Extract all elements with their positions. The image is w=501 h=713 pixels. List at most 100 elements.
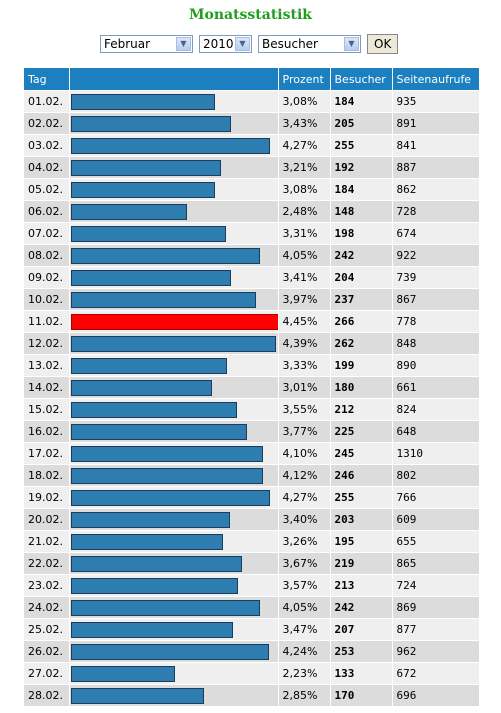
- cell-seitenaufrufe: 739: [392, 266, 480, 289]
- cell-seitenaufrufe: 1310: [392, 442, 480, 465]
- year-select[interactable]: 2010 ▼: [199, 35, 252, 53]
- table-row: 24.02. 4,05% 242 869: [24, 596, 480, 619]
- cell-prozent: 4,27%: [278, 486, 331, 509]
- cell-seitenaufrufe: 696: [392, 684, 480, 706]
- cell-prozent: 2,48%: [278, 200, 331, 223]
- cell-besucher: 207: [330, 618, 393, 641]
- cell-bar: [69, 530, 279, 553]
- visitor-bar: [70, 291, 256, 308]
- cell-bar: [69, 442, 279, 465]
- table-header: Tag Prozent Besucher Seitenaufrufe: [24, 68, 480, 91]
- table-row: 19.02. 4,27% 255 766: [24, 486, 480, 509]
- chevron-down-icon[interactable]: ▼: [235, 37, 250, 51]
- cell-tag: 23.02.: [24, 574, 70, 597]
- cell-tag: 08.02.: [24, 244, 70, 267]
- cell-prozent: 3,08%: [278, 178, 331, 201]
- cell-prozent: 3,55%: [278, 398, 331, 421]
- table-row: 11.02. 4,45% 266 778: [24, 310, 480, 333]
- cell-seitenaufrufe: 655: [392, 530, 480, 553]
- cell-tag: 11.02.: [24, 310, 70, 333]
- metric-select[interactable]: Besucher ▼: [258, 35, 361, 53]
- cell-bar: [69, 464, 279, 487]
- cell-besucher: 148: [330, 200, 393, 223]
- cell-seitenaufrufe: 922: [392, 244, 480, 267]
- cell-prozent: 3,47%: [278, 618, 331, 641]
- table-row: 16.02. 3,77% 225 648: [24, 420, 480, 443]
- table-row: 22.02. 3,67% 219 865: [24, 552, 480, 575]
- cell-prozent: 4,05%: [278, 244, 331, 267]
- cell-tag: 12.02.: [24, 332, 70, 355]
- cell-bar: [69, 244, 279, 267]
- cell-besucher: 237: [330, 288, 393, 311]
- cell-prozent: 3,26%: [278, 530, 331, 553]
- cell-tag: 07.02.: [24, 222, 70, 245]
- cell-bar: [69, 508, 279, 531]
- cell-besucher: 204: [330, 266, 393, 289]
- visitor-bar: [70, 555, 242, 572]
- cell-bar: [69, 486, 279, 509]
- cell-tag: 28.02.: [24, 684, 70, 706]
- visitor-bar: [70, 93, 215, 110]
- cell-seitenaufrufe: 841: [392, 134, 480, 157]
- table-row: 07.02. 3,31% 198 674: [24, 222, 480, 245]
- chevron-down-icon[interactable]: ▼: [344, 37, 359, 51]
- cell-besucher: 255: [330, 486, 393, 509]
- visitor-bar: [70, 203, 187, 220]
- cell-tag: 14.02.: [24, 376, 70, 399]
- header-besucher: Besucher: [330, 68, 393, 91]
- cell-tag: 21.02.: [24, 530, 70, 553]
- visitor-bar: [70, 665, 175, 682]
- cell-prozent: 3,01%: [278, 376, 331, 399]
- cell-besucher: 246: [330, 464, 393, 487]
- header-bar: [69, 68, 279, 91]
- cell-besucher: 198: [330, 222, 393, 245]
- cell-seitenaufrufe: 867: [392, 288, 480, 311]
- table-row: 23.02. 3,57% 213 724: [24, 574, 480, 597]
- cell-besucher: 184: [330, 90, 393, 113]
- visitor-bar: [70, 423, 247, 440]
- cell-bar: [69, 332, 279, 355]
- header-seitenaufrufe: Seitenaufrufe: [392, 68, 480, 91]
- visitor-bar: [70, 181, 215, 198]
- cell-prozent: 2,85%: [278, 684, 331, 706]
- table-row: 06.02. 2,48% 148 728: [24, 200, 480, 223]
- cell-seitenaufrufe: 862: [392, 178, 480, 201]
- cell-tag: 26.02.: [24, 640, 70, 663]
- visitor-bar: [70, 621, 233, 638]
- cell-bar: [69, 134, 279, 157]
- cell-seitenaufrufe: 887: [392, 156, 480, 179]
- cell-besucher: 253: [330, 640, 393, 663]
- cell-besucher: 242: [330, 596, 393, 619]
- cell-besucher: 195: [330, 530, 393, 553]
- cell-seitenaufrufe: 962: [392, 640, 480, 663]
- cell-prozent: 4,24%: [278, 640, 331, 663]
- cell-prozent: 3,40%: [278, 508, 331, 531]
- cell-bar: [69, 618, 279, 641]
- ok-button[interactable]: OK: [367, 34, 399, 54]
- cell-bar: [69, 398, 279, 421]
- cell-bar: [69, 596, 279, 619]
- cell-tag: 13.02.: [24, 354, 70, 377]
- table-row: 04.02. 3,21% 192 887: [24, 156, 480, 179]
- cell-bar: [69, 662, 279, 685]
- cell-prozent: 3,08%: [278, 90, 331, 113]
- visitor-bar: [70, 335, 276, 352]
- visitor-bar: [70, 533, 223, 550]
- cell-seitenaufrufe: 802: [392, 464, 480, 487]
- cell-seitenaufrufe: 891: [392, 112, 480, 135]
- visitor-bar: [70, 225, 226, 242]
- cell-seitenaufrufe: 724: [392, 574, 480, 597]
- cell-besucher: 219: [330, 552, 393, 575]
- cell-besucher: 199: [330, 354, 393, 377]
- table-row: 01.02. 3,08% 184 935: [24, 90, 480, 113]
- cell-tag: 27.02.: [24, 662, 70, 685]
- visitor-bar: [70, 137, 270, 154]
- month-select[interactable]: Februar ▼: [100, 35, 193, 53]
- month-select-value: Februar: [104, 37, 151, 51]
- chevron-down-icon[interactable]: ▼: [176, 37, 191, 51]
- table-row: 18.02. 4,12% 246 802: [24, 464, 480, 487]
- cell-besucher: 205: [330, 112, 393, 135]
- visitor-bar: [70, 489, 270, 506]
- cell-tag: 04.02.: [24, 156, 70, 179]
- cell-bar: [69, 200, 279, 223]
